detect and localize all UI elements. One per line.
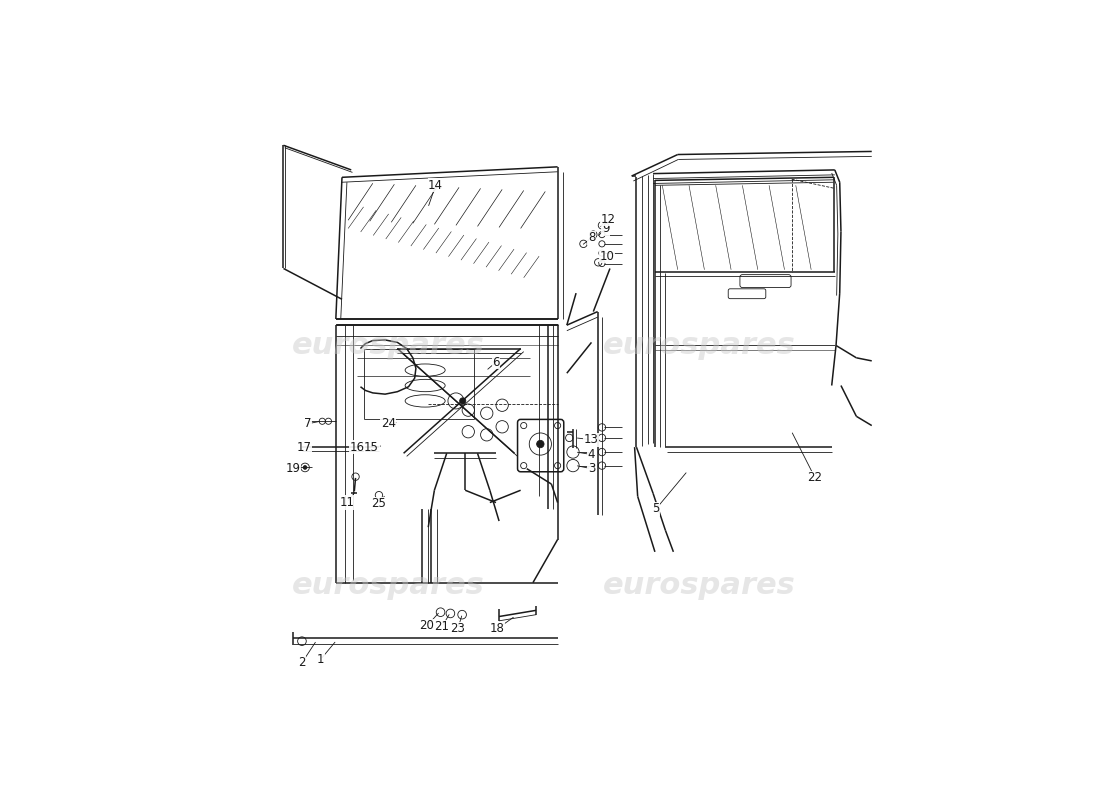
Text: 15: 15 bbox=[364, 441, 380, 454]
Text: 20: 20 bbox=[419, 619, 435, 632]
Text: 1: 1 bbox=[317, 653, 324, 666]
Circle shape bbox=[304, 466, 307, 470]
Text: eurospares: eurospares bbox=[292, 571, 485, 600]
Text: 9: 9 bbox=[602, 222, 609, 235]
Circle shape bbox=[537, 440, 544, 448]
Text: 5: 5 bbox=[652, 502, 660, 515]
Circle shape bbox=[460, 398, 465, 404]
Text: 4: 4 bbox=[587, 448, 595, 461]
Text: 3: 3 bbox=[587, 462, 595, 475]
Text: eurospares: eurospares bbox=[603, 571, 795, 600]
Text: 12: 12 bbox=[601, 213, 616, 226]
Text: 11: 11 bbox=[340, 496, 354, 509]
Text: 6: 6 bbox=[492, 356, 499, 369]
Text: 8: 8 bbox=[587, 231, 595, 244]
Text: 7: 7 bbox=[305, 418, 312, 430]
Text: eurospares: eurospares bbox=[292, 331, 485, 360]
Text: 10: 10 bbox=[600, 250, 614, 262]
Text: 19: 19 bbox=[285, 462, 300, 475]
Text: 16: 16 bbox=[350, 441, 365, 454]
Text: 25: 25 bbox=[372, 498, 386, 510]
Text: eurospares: eurospares bbox=[603, 331, 795, 360]
Text: 18: 18 bbox=[490, 622, 505, 635]
Text: 24: 24 bbox=[381, 418, 396, 430]
Text: 17: 17 bbox=[296, 441, 311, 454]
Text: 23: 23 bbox=[450, 622, 465, 635]
Text: 21: 21 bbox=[434, 621, 449, 634]
Text: 13: 13 bbox=[584, 434, 598, 446]
Text: 22: 22 bbox=[807, 471, 823, 485]
Text: 2: 2 bbox=[298, 656, 306, 670]
Text: 14: 14 bbox=[428, 179, 443, 192]
